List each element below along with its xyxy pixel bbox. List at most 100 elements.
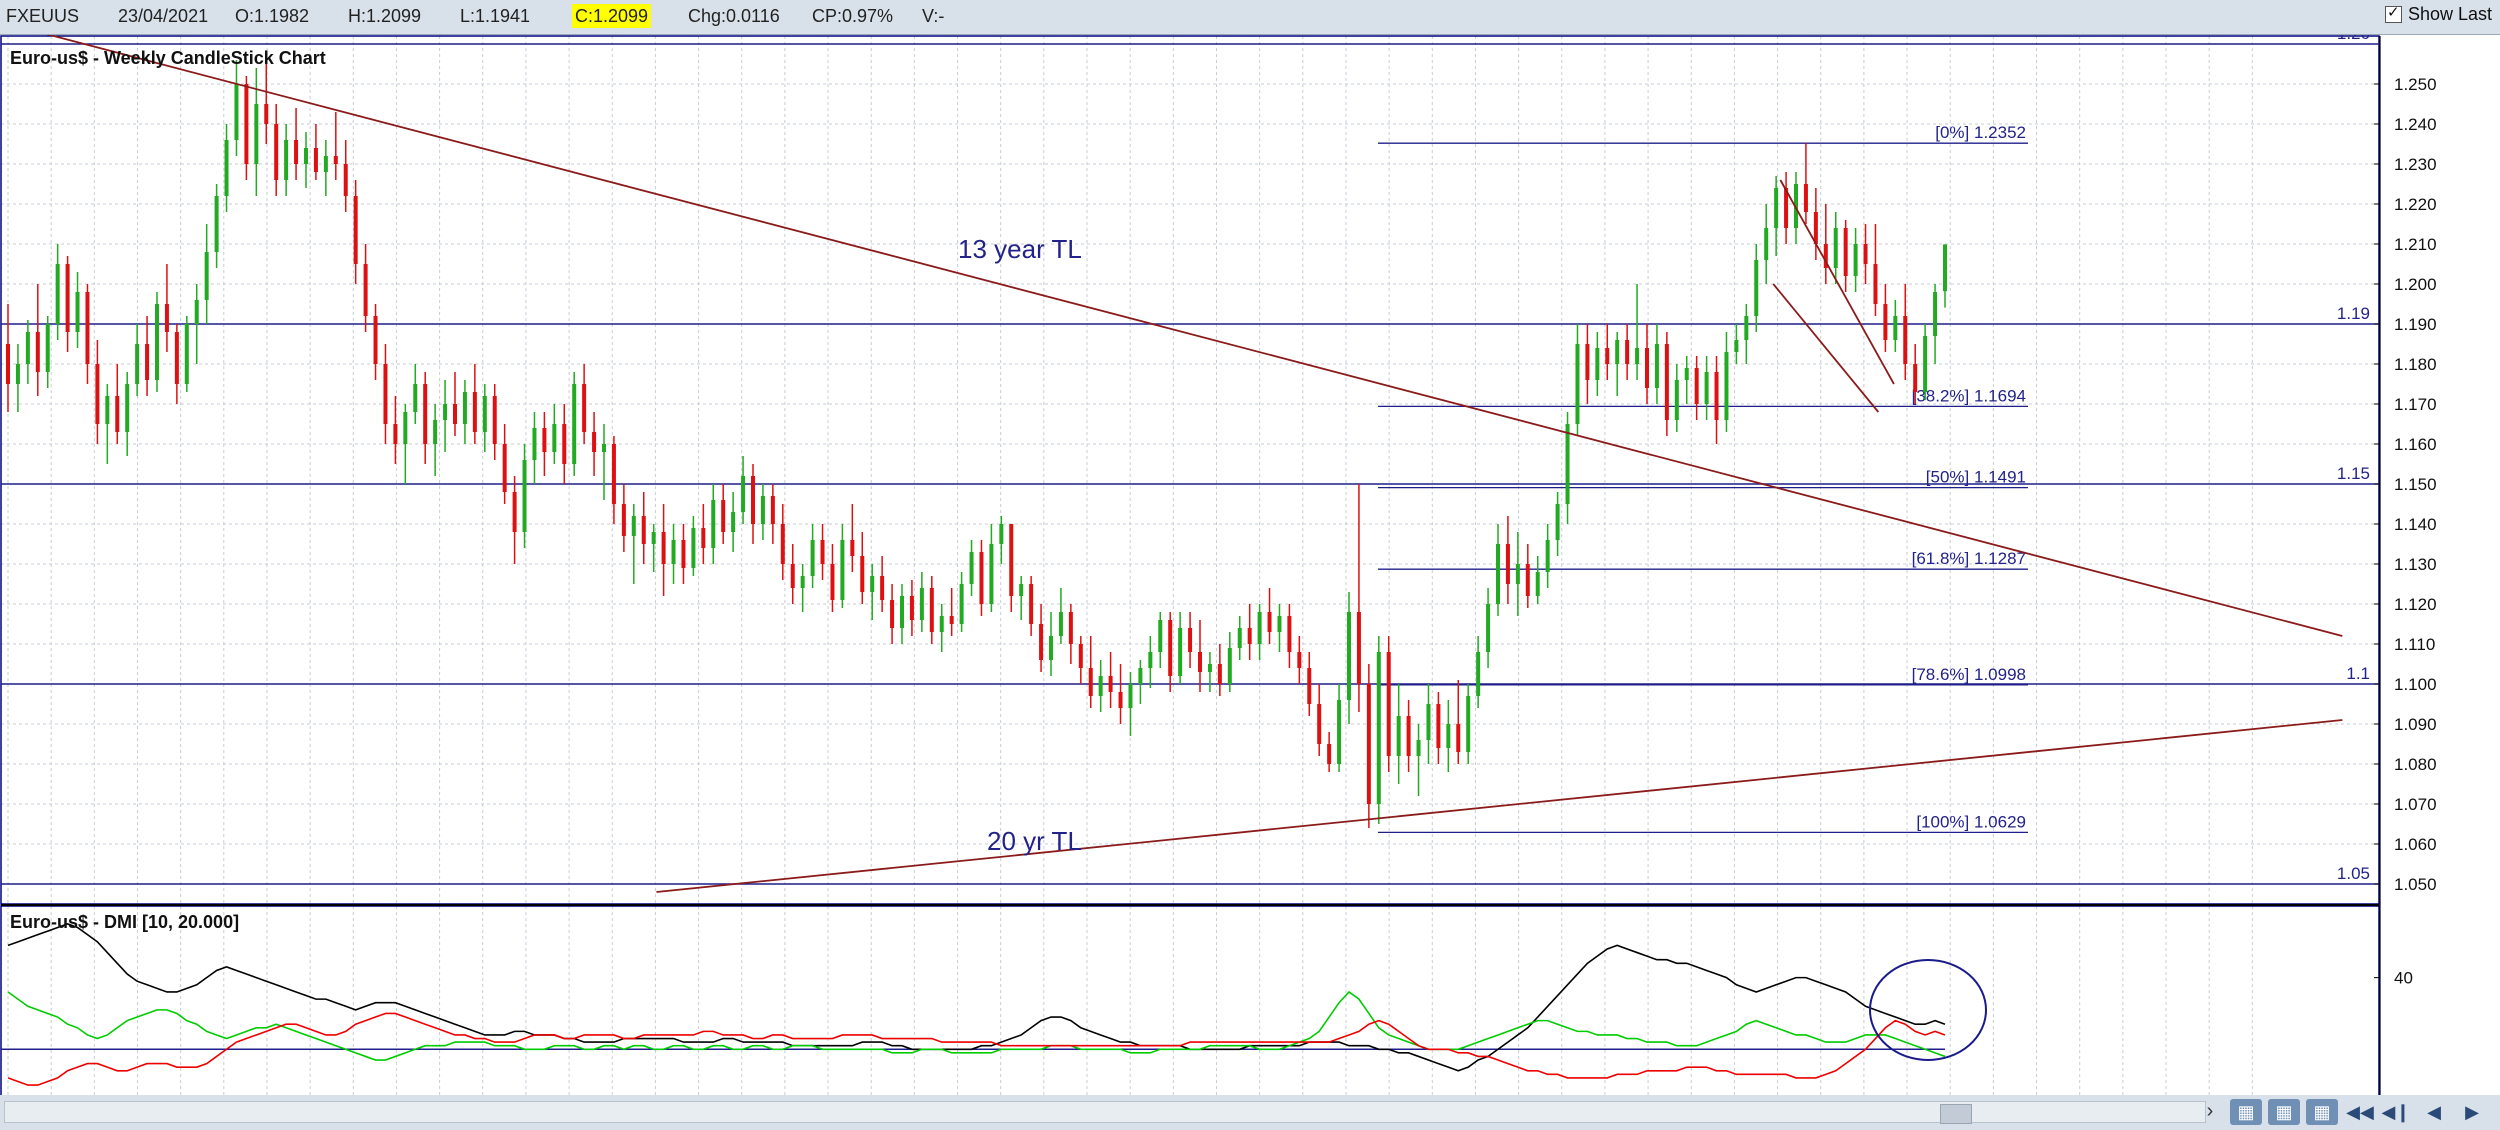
chart-area[interactable]: 1.26 1.19 1.15 1.1 1.05 [0%] 1.2352 [38.2%] 1… (0, 35, 2500, 1095)
close-label: C:1.2099 (572, 4, 652, 28)
candle-body (1068, 612, 1073, 644)
candle-body (1078, 644, 1083, 668)
trendlines: 13 year TL 20 yr TL (46, 35, 2343, 893)
chart-background (0, 35, 2500, 1095)
candle-body (1803, 184, 1808, 212)
candle-body (621, 504, 626, 536)
candle-body (512, 492, 517, 532)
candle-body (6, 344, 10, 384)
y-tick-label: 1.100 (2394, 675, 2437, 694)
candle-body (572, 384, 577, 464)
candle-body (1227, 648, 1232, 684)
next-icon[interactable]: ◀ (2427, 1102, 2441, 1122)
candle-body (1823, 244, 1828, 268)
dmi-series-line (7, 923, 1946, 1072)
candle-body (304, 148, 308, 164)
candle-body (860, 556, 865, 592)
candle-body (1029, 584, 1034, 624)
navigation-bar: › ▦ ▦ ▦ ◀◀ ◀❙ ◀ ▶ (0, 1095, 2500, 1130)
candle-body (810, 540, 815, 576)
candle-body (661, 532, 666, 564)
dmi-series-line (7, 1012, 1946, 1086)
candle-body (1188, 628, 1193, 652)
candle-body (214, 196, 219, 252)
candle-body (15, 364, 20, 384)
first-icon[interactable]: ◀◀ (2346, 1102, 2374, 1122)
candle-body (1744, 316, 1749, 340)
candle-body (1098, 676, 1103, 696)
trendline (1779, 179, 1895, 385)
candle-body (1933, 292, 1938, 336)
candle-body (1515, 564, 1520, 584)
y-tick-label: 1.170 (2394, 395, 2437, 414)
chevron-right-icon[interactable]: › (2206, 1100, 2214, 1122)
candle-body (433, 420, 438, 444)
candle-body (224, 140, 229, 196)
candle-body (999, 524, 1004, 544)
level-label: 1.26 (2337, 35, 2370, 43)
candle-body (909, 596, 914, 620)
candle-body (125, 384, 130, 432)
candle-body (135, 344, 140, 384)
candle-body (830, 564, 835, 600)
candle-body (562, 424, 567, 464)
candle-body (1505, 544, 1510, 584)
candle-body (1207, 664, 1212, 672)
date-label: 23/04/2021 (118, 6, 209, 26)
scrollbar-thumb[interactable] (1940, 1104, 1972, 1124)
candle-body (1158, 620, 1163, 652)
candle-body (751, 476, 755, 524)
candle-body (800, 576, 805, 588)
candle-body (1247, 628, 1252, 644)
candle-body (1704, 372, 1709, 404)
candle-body (711, 500, 716, 548)
zoom-out-icon[interactable]: ▦ (2268, 1099, 2300, 1125)
candle-body (969, 552, 974, 584)
full-range-icon[interactable]: ▦ (2306, 1099, 2338, 1125)
y-tick-label: 1.150 (2394, 475, 2437, 494)
candle-body (254, 104, 259, 164)
checkbox-icon[interactable] (2384, 3, 2402, 23)
fib-label: [38.2%] 1.1694 (1912, 386, 2026, 405)
candle-body (333, 156, 338, 164)
candle-body (423, 384, 428, 444)
candle-body (1664, 344, 1669, 420)
candle-body (1863, 244, 1868, 264)
candle-body (1237, 628, 1242, 648)
show-last-label: Show Last (2407, 4, 2492, 24)
candle-body (1168, 620, 1173, 676)
previous-icon[interactable]: ◀❙ (2381, 1102, 2411, 1122)
candle-body (204, 252, 209, 300)
change-pct-label: CP:0.97% (812, 6, 894, 26)
candle-body (1555, 504, 1560, 540)
candle-body (155, 304, 159, 380)
show-last-toggle[interactable]: Show Last (2384, 3, 2492, 25)
candle-body (1436, 704, 1441, 748)
candle-body (919, 588, 924, 620)
candle-body (1267, 612, 1272, 632)
candle-body (145, 344, 150, 380)
candles (6, 56, 1947, 828)
trendline-label: 20 yr TL (987, 826, 1082, 856)
candle-body (780, 524, 785, 564)
scrollbar-track[interactable] (4, 1101, 2206, 1123)
fib-label: [78.6%] 1.0998 (1912, 665, 2026, 684)
zoom-in-icon[interactable]: ▦ (2230, 1099, 2262, 1125)
candle-body (1148, 652, 1153, 668)
trendline (46, 35, 2343, 637)
candle-body (1585, 344, 1590, 380)
y-tick-label: 1.060 (2394, 835, 2437, 854)
y-tick-label: 1.130 (2394, 555, 2437, 574)
y-tick-label: 1.190 (2394, 315, 2437, 334)
candle-body (1625, 340, 1630, 364)
y-tick-label: 1.140 (2394, 515, 2437, 534)
trendline (656, 719, 2343, 893)
y-tick-label: 1.160 (2394, 435, 2437, 454)
last-icon[interactable]: ▶ (2465, 1102, 2479, 1122)
candle-body (373, 316, 378, 364)
candle-body (174, 332, 179, 384)
candle-body (1386, 652, 1391, 756)
candle-body (1138, 668, 1143, 684)
candle-body (462, 392, 467, 424)
candle-body (701, 528, 706, 548)
